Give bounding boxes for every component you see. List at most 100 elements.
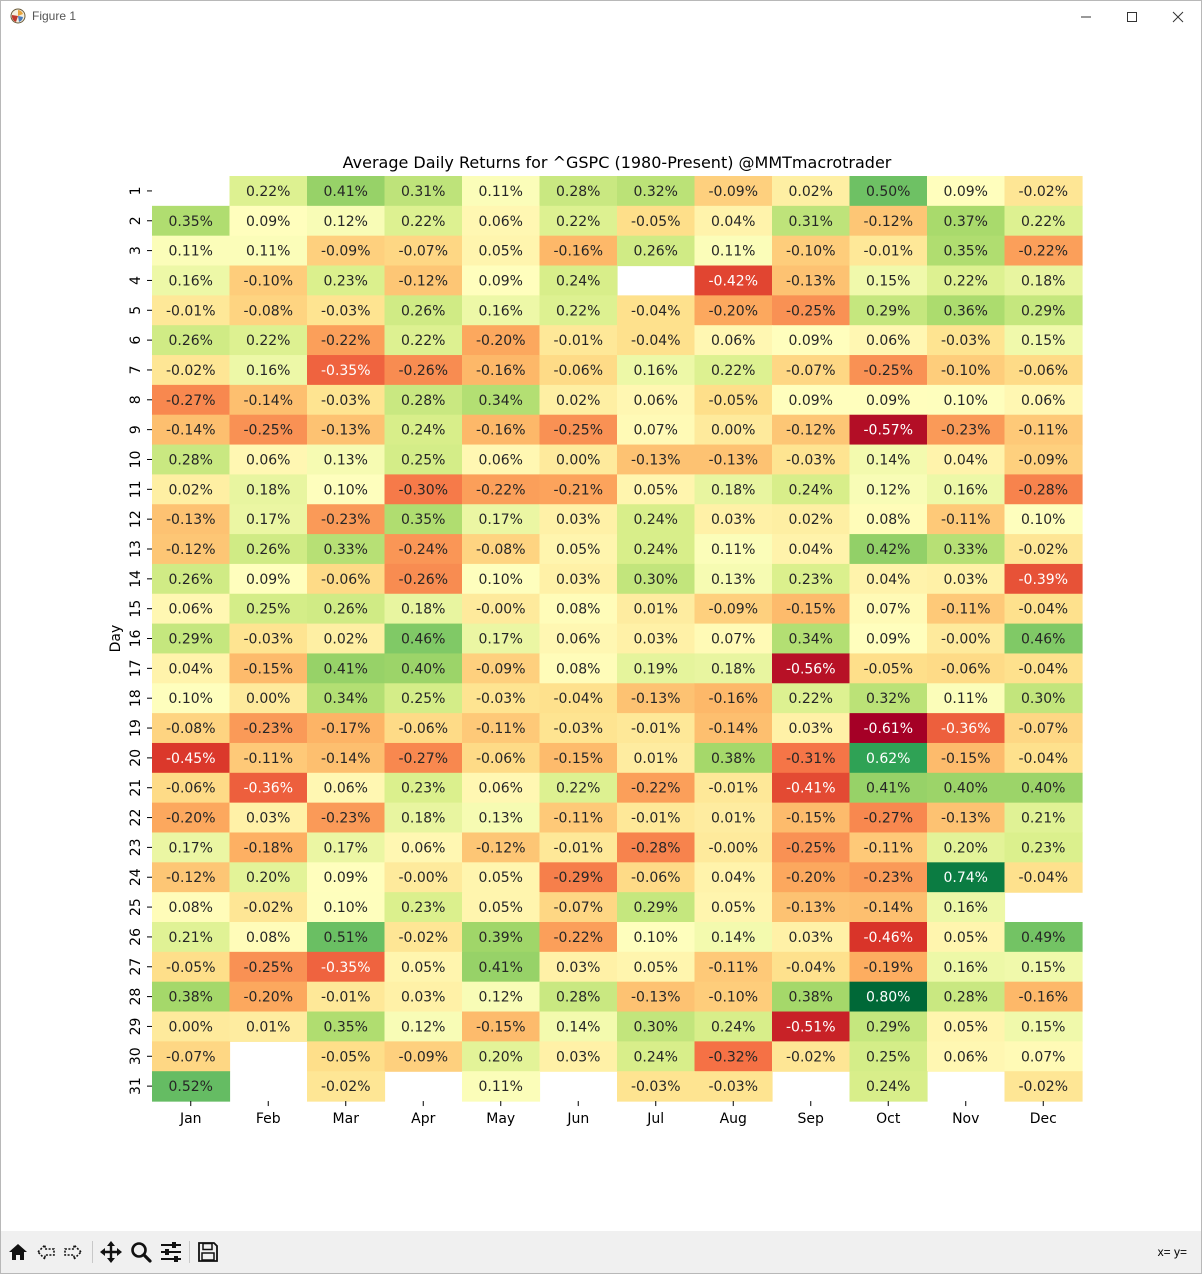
cell-label: 0.41% — [324, 661, 368, 677]
cell-label: 0.04% — [866, 572, 910, 588]
forward-button[interactable] — [61, 1240, 85, 1264]
cell-label: 0.17% — [246, 512, 290, 528]
close-button[interactable] — [1155, 1, 1201, 32]
heatmap-cell — [152, 444, 231, 475]
cell-label: -0.06% — [553, 363, 603, 379]
pan-button[interactable] — [99, 1240, 123, 1264]
heatmap-cell — [384, 355, 463, 386]
heatmap-cell — [927, 325, 1006, 356]
window-title: Figure 1 — [32, 9, 77, 23]
heatmap-cell — [462, 414, 541, 446]
heatmap-cell — [152, 355, 231, 386]
cell-label: 0.07% — [866, 602, 910, 618]
heatmap-cell — [927, 593, 1006, 625]
heatmap-cell — [1004, 922, 1083, 953]
heatmap-cell — [462, 832, 541, 863]
y-tick-label: 28 — [128, 988, 144, 1006]
heatmap-cell — [1004, 802, 1083, 834]
configure-subplots-icon — [161, 1242, 181, 1262]
y-tick-label: 7 — [128, 365, 144, 374]
zoom-button[interactable] — [129, 1240, 153, 1264]
maximize-button[interactable] — [1109, 1, 1155, 32]
heatmap-cell — [1004, 832, 1083, 863]
cell-label: 0.22% — [944, 273, 988, 289]
heatmap-cell — [927, 653, 1006, 684]
heatmap-cell — [539, 742, 618, 774]
save-button[interactable] — [196, 1240, 220, 1264]
cell-label: 0.16% — [944, 960, 988, 976]
heatmap-cell — [772, 713, 851, 744]
cell-label: -0.03% — [321, 393, 371, 409]
heatmap-cell — [229, 474, 308, 505]
cell-label: 0.06% — [246, 452, 290, 468]
heatmap-cell — [694, 355, 773, 386]
y-tick-label: 3 — [128, 246, 144, 255]
y-tick-label: 5 — [128, 306, 144, 315]
cell-label: -0.16% — [1018, 990, 1068, 1006]
heatmap-cell — [927, 235, 1006, 267]
cell-label: -0.23% — [863, 870, 913, 886]
cell-label: 0.35% — [401, 512, 445, 528]
heatmap-cell — [462, 355, 541, 386]
heatmap-cell — [152, 981, 231, 1013]
cell-label: 0.32% — [866, 691, 910, 707]
heatmap-cell — [152, 1041, 231, 1072]
cell-label: 0.29% — [1021, 303, 1065, 319]
heatmap-cell — [694, 981, 773, 1013]
heatmap-cell — [152, 802, 231, 834]
cell-label: -0.20% — [243, 990, 293, 1006]
cell-label: -0.06% — [1018, 363, 1068, 379]
heatmap-cell — [152, 892, 231, 923]
heatmap-cell — [617, 355, 696, 386]
y-tick-label: 26 — [128, 928, 144, 946]
cell-label: 0.28% — [556, 990, 600, 1006]
heatmap-cell — [152, 832, 231, 863]
heatmap-cell — [384, 951, 463, 983]
x-tick-label: Sep — [798, 1111, 825, 1127]
heatmap-cell — [539, 832, 618, 863]
heatmap-cell — [694, 772, 773, 804]
back-button[interactable] — [34, 1240, 58, 1264]
cell-label: 0.25% — [401, 452, 445, 468]
cell-label: -0.10% — [786, 244, 836, 260]
heatmap-cell — [307, 205, 386, 237]
y-tick-label: 9 — [128, 425, 144, 434]
cell-label: -0.07% — [786, 363, 836, 379]
cell-label: 0.29% — [634, 900, 678, 916]
y-tick-label: 22 — [128, 809, 144, 827]
cell-label: -0.20% — [708, 303, 758, 319]
cell-label: -0.02% — [1018, 184, 1068, 200]
heatmap-cell — [539, 1011, 618, 1042]
heatmap-cell — [307, 504, 386, 535]
cell-label: -0.22% — [321, 333, 371, 349]
heatmap-cell — [462, 176, 541, 207]
y-axis-label: Day — [108, 625, 124, 653]
heatmap-cell — [229, 414, 308, 446]
cell-label: 0.05% — [479, 870, 523, 886]
configure-subplots-button[interactable] — [159, 1240, 183, 1264]
cell-label: 0.17% — [479, 632, 523, 648]
cell-label: -0.12% — [398, 273, 448, 289]
figure-canvas[interactable]: Average Daily Returns for ^GSPC (1980-Pr… — [1, 32, 1201, 1230]
heatmap-cell — [229, 802, 308, 834]
cell-label: 0.02% — [789, 512, 833, 528]
heatmap-cell — [849, 176, 928, 207]
heatmap-cell — [694, 176, 773, 207]
cell-label: -0.20% — [476, 333, 526, 349]
minimize-button[interactable] — [1063, 1, 1109, 32]
cell-label: 0.24% — [789, 482, 833, 498]
cell-label: 0.14% — [556, 1019, 600, 1035]
heatmap-cell — [1004, 1071, 1083, 1102]
heatmap-cell — [849, 713, 928, 744]
heatmap-cell — [694, 504, 773, 535]
y-tick-label: 29 — [128, 1018, 144, 1036]
heatmap-cell — [229, 922, 308, 953]
heatmap-cell — [617, 922, 696, 953]
cell-label: 0.22% — [556, 781, 600, 797]
cell-label: -0.61% — [863, 721, 913, 737]
home-button[interactable] — [6, 1240, 30, 1264]
heatmap-cell — [927, 474, 1006, 505]
heatmap-cell — [152, 772, 231, 804]
cell-label: -0.16% — [553, 244, 603, 260]
heatmap-cell — [307, 951, 386, 983]
